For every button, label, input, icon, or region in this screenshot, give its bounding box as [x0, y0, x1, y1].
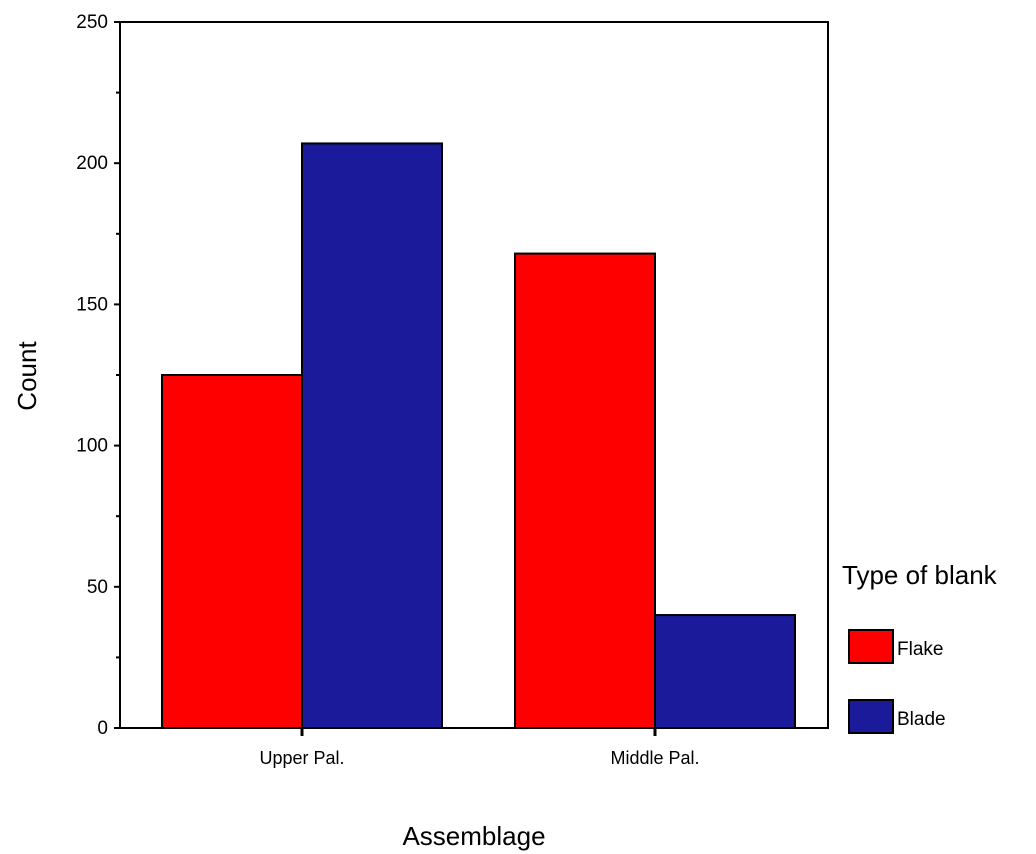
legend-swatch-flake: [848, 629, 894, 664]
legend-label-flake: Flake: [897, 639, 943, 660]
y-tick-label: 150: [76, 294, 108, 315]
legend-swatch-blade: [848, 699, 894, 734]
y-tick-label: 100: [76, 436, 108, 457]
bar-flake-1: [514, 252, 656, 729]
x-axis-title: Assemblage: [402, 821, 545, 851]
y-tick-label: 50: [87, 577, 108, 598]
bar-blade-1: [654, 614, 796, 729]
legend-label-blade: Blade: [897, 709, 946, 730]
y-tick-label: 200: [76, 153, 108, 174]
y-tick-label: 250: [76, 12, 108, 33]
x-tick-label: Middle Pal.: [610, 748, 699, 768]
bar-blade-0: [301, 142, 443, 729]
legend-title: Type of blank: [842, 560, 998, 590]
y-tick-label: 0: [97, 718, 108, 739]
bar-flake-0: [161, 374, 303, 729]
y-axis-title: Count: [12, 341, 42, 411]
x-tick-label: Upper Pal.: [259, 748, 344, 768]
